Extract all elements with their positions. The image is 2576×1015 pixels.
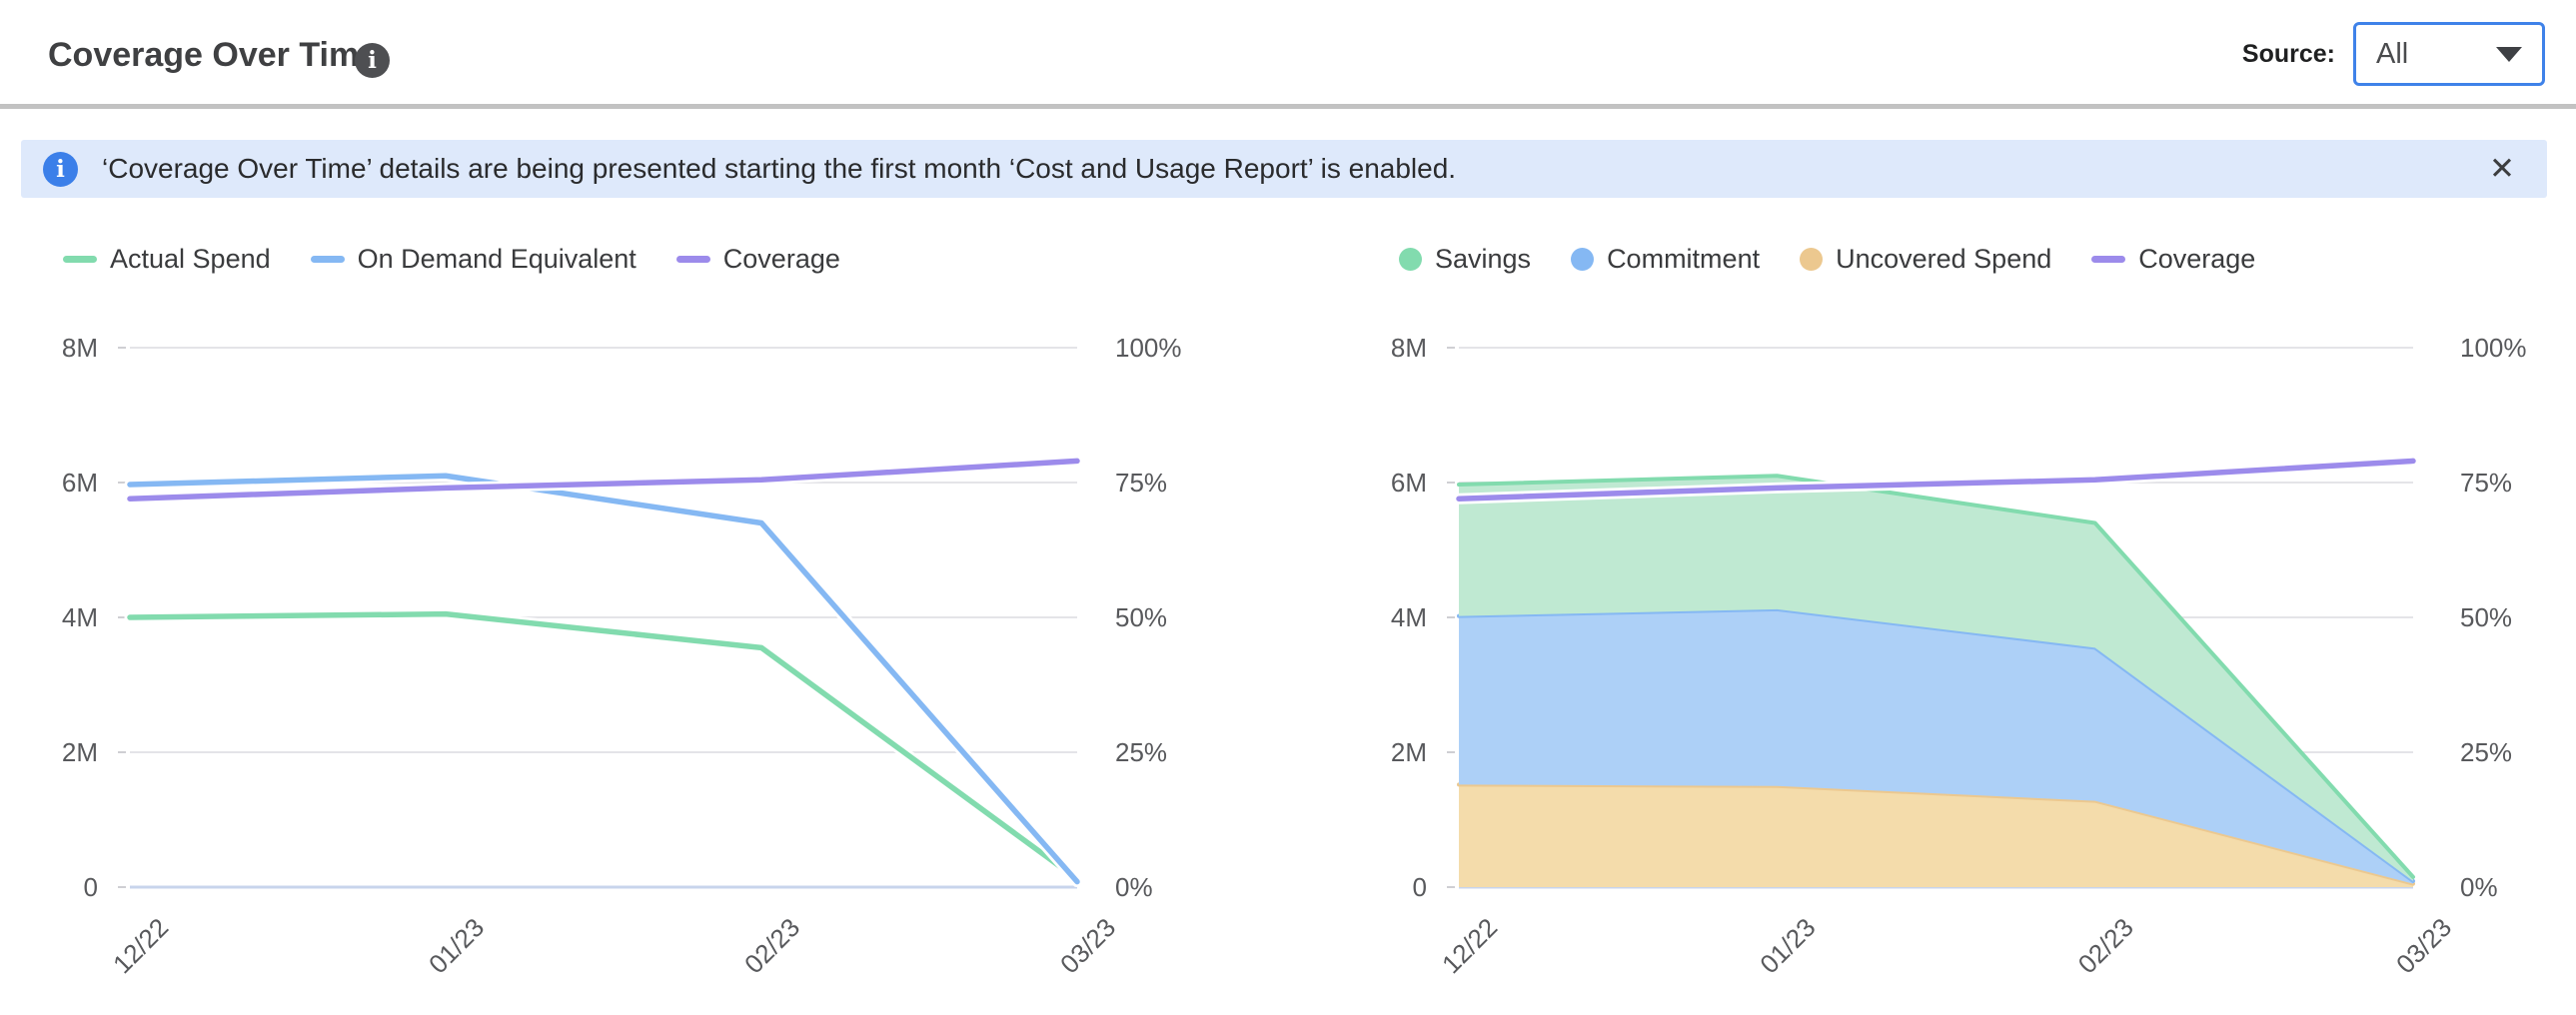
y-axis-left-tick: 8M: [62, 333, 98, 363]
legend-item-savings[interactable]: Savings: [1399, 244, 1531, 275]
legend-label: Commitment: [1607, 243, 1761, 274]
y-axis-right-tick: 25%: [1115, 737, 1167, 767]
legend-label: Uncovered Spend: [1836, 243, 2052, 274]
legend-item-coverage[interactable]: Coverage: [2091, 244, 2255, 275]
on-demand-equivalent-line-halo: [124, 470, 1083, 888]
on-demand-equivalent-line: [127, 473, 1080, 885]
y-axis-left-tick: 4M: [1391, 602, 1427, 632]
legend-label: On Demand Equivalent: [357, 243, 637, 274]
x-axis-tick: 01/23: [1754, 912, 1821, 979]
y-axis-right-tick: 50%: [1115, 602, 1167, 632]
uncovered-spend-legend-marker: [1800, 247, 1824, 271]
legend-label: Actual Spend: [110, 243, 271, 274]
y-axis-left-tick: 2M: [1391, 737, 1427, 767]
legend-item-coverage[interactable]: Coverage: [675, 243, 840, 275]
coverage-line: [127, 458, 1080, 502]
info-icon-glyph: i: [368, 47, 377, 74]
spend-coverage-line-chart[interactable]: 8M 100% 6M 75% 4M 50% 2M 25% 0 0% 12/22 01/23 02/23 0…: [0, 300, 1299, 1015]
on-demand-equivalent-legend-marker: [310, 255, 345, 263]
legend-label: Savings: [1435, 243, 1532, 274]
y-axis-right-tick: 0%: [1115, 872, 1153, 902]
savings-area: [1459, 476, 2413, 881]
y-axis-left-tick: 0: [1413, 872, 1427, 902]
banner-info-icon-glyph: i: [56, 155, 65, 183]
source-dropdown[interactable]: All: [2353, 22, 2545, 86]
y-axis-left-tick: 4M: [62, 602, 98, 632]
x-axis-tick: 02/23: [2072, 912, 2139, 979]
source-dropdown-value: All: [2376, 37, 2409, 70]
legend-item-on-demand-equivalent[interactable]: On Demand Equivalent: [310, 243, 637, 275]
coverage-legend-marker: [675, 255, 710, 263]
coverage-line: [1456, 458, 2416, 502]
legend-label: Coverage: [722, 243, 840, 274]
y-axis-right-tick: 100%: [2460, 333, 2527, 363]
chevron-down-icon: [2496, 46, 2522, 62]
y-axis-right-tick: 0%: [2460, 872, 2498, 902]
y-axis-left-tick: 8M: [1391, 333, 1427, 363]
y-axis-right-tick: 75%: [1115, 468, 1167, 498]
banner-text: ‘Coverage Over Time’ details are being p…: [102, 153, 1457, 184]
info-icon[interactable]: i: [355, 43, 390, 78]
x-axis-tick: 03/23: [1054, 912, 1121, 979]
x-axis-tick: 12/22: [1436, 912, 1503, 979]
actual-spend-line-halo: [124, 608, 1083, 885]
info-banner: i ‘Coverage Over Time’ details are being…: [21, 140, 2547, 198]
y-axis-right-tick: 25%: [2460, 737, 2512, 767]
left-chart-legend: Actual Spend On Demand Equivalent Coverage: [63, 241, 840, 277]
y-axis-left-tick: 6M: [1391, 468, 1427, 498]
commitment-legend-marker: [1571, 247, 1595, 271]
source-control: Source: All: [2242, 22, 2545, 86]
source-label: Source:: [2241, 39, 2335, 68]
header-divider: [0, 104, 2576, 109]
x-axis-tick: 01/23: [423, 912, 490, 979]
legend-item-uncovered-spend[interactable]: Uncovered Spend: [1800, 244, 2051, 275]
coverage-legend-marker: [2091, 255, 2126, 263]
y-axis-right-tick: 50%: [2460, 602, 2512, 632]
uncovered-spend-area: [1459, 784, 2413, 887]
right-chart-legend: Savings Commitment Uncovered Spend Coverage: [1399, 241, 2255, 277]
x-axis-tick: 02/23: [738, 912, 805, 979]
actual-spend-line: [127, 610, 1080, 882]
y-axis-right-tick: 75%: [2460, 468, 2512, 498]
page-title: Coverage Over Time: [48, 36, 379, 74]
banner-close-button[interactable]: ✕: [2483, 140, 2521, 198]
commitment-area-edge: [1457, 606, 2415, 883]
y-axis-right-tick: 100%: [1115, 333, 1182, 363]
y-axis-left-tick: 2M: [62, 737, 98, 767]
legend-item-commitment[interactable]: Commitment: [1571, 244, 1760, 275]
y-axis-left-tick: 6M: [62, 468, 98, 498]
legend-item-actual-spend[interactable]: Actual Spend: [63, 244, 271, 275]
savings-breakdown-area-chart[interactable]: 8M 100% 6M 75% 4M 50% 2M 25% 0 0% 12/22 01/23 02/23 0…: [1329, 300, 2576, 1015]
y-axis-left-tick: 0: [84, 872, 98, 902]
commitment-area: [1459, 608, 2413, 884]
x-axis-tick: 03/23: [2390, 912, 2457, 979]
legend-label: Coverage: [2138, 243, 2256, 274]
banner-info-icon: i: [43, 151, 78, 187]
savings-legend-marker: [1399, 247, 1422, 271]
x-axis-tick: 12/22: [107, 912, 174, 979]
close-icon: ✕: [2489, 151, 2515, 186]
actual-spend-legend-marker: [63, 255, 97, 263]
savings-area-edge: [1457, 474, 2415, 879]
